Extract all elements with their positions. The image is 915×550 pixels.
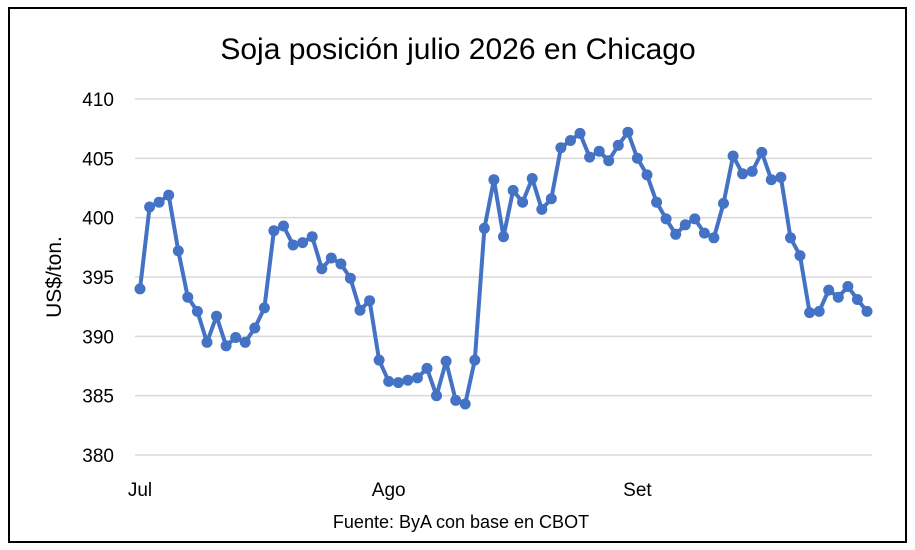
data-point — [239, 336, 251, 348]
data-point — [689, 213, 701, 225]
data-point — [249, 322, 261, 334]
data-point — [211, 310, 222, 322]
series-line — [138, 130, 869, 406]
data-point — [278, 220, 289, 232]
data-point — [727, 150, 739, 162]
data-point — [478, 222, 490, 234]
data-point — [823, 284, 835, 296]
data-point — [517, 196, 529, 208]
data-point — [182, 291, 194, 303]
data-point — [450, 394, 462, 406]
data-point — [373, 354, 385, 366]
data-point — [134, 283, 146, 295]
data-point — [220, 340, 232, 352]
data-point — [574, 127, 586, 139]
data-point — [306, 231, 318, 243]
data-point — [536, 203, 548, 215]
series-layer — [134, 126, 873, 410]
data-point — [526, 173, 538, 184]
data-point — [459, 398, 471, 410]
x-tick-label: Jul — [128, 480, 152, 501]
data-point — [775, 171, 787, 183]
y-tick-label: 385 — [82, 387, 114, 408]
data-point — [832, 291, 844, 303]
data-point — [383, 375, 395, 387]
data-point — [287, 239, 299, 251]
y-tick-label: 380 — [82, 446, 114, 467]
source-note: Fuente: ByA con base en CBOT — [333, 512, 589, 532]
x-axis-ticks: Jul Ago Set — [128, 480, 653, 501]
data-point — [842, 281, 854, 292]
data-point — [622, 126, 634, 138]
data-point — [794, 250, 806, 262]
data-point — [325, 252, 337, 264]
y-tick-label: 400 — [82, 209, 114, 230]
data-point — [641, 169, 653, 181]
data-point — [708, 232, 720, 244]
data-point — [344, 272, 356, 284]
data-point — [813, 305, 825, 317]
data-point — [488, 174, 500, 186]
y-axis-label: US$/ton. — [43, 236, 66, 318]
data-point — [364, 295, 376, 307]
data-point — [316, 263, 328, 275]
data-point — [431, 390, 442, 402]
data-point — [230, 332, 242, 343]
data-point — [670, 228, 682, 240]
x-tick-label: Ago — [372, 480, 406, 501]
data-point — [785, 232, 796, 244]
data-point — [163, 189, 175, 201]
data-point — [191, 305, 203, 317]
data-point — [660, 213, 672, 225]
y-tick-label: 410 — [82, 90, 114, 111]
data-point — [679, 219, 691, 231]
data-point — [737, 168, 749, 180]
data-point — [603, 155, 615, 167]
data-point — [861, 305, 873, 317]
data-point — [746, 165, 758, 177]
data-point — [593, 145, 605, 157]
y-tick-label: 405 — [82, 149, 114, 170]
data-point — [335, 258, 347, 270]
data-point — [469, 354, 481, 366]
data-point — [631, 152, 643, 164]
data-point — [268, 225, 280, 237]
data-point — [172, 245, 184, 257]
data-point — [411, 372, 423, 384]
data-point — [612, 139, 624, 151]
x-tick-label: Set — [623, 480, 652, 501]
data-point — [258, 302, 270, 314]
data-point — [421, 362, 433, 374]
data-point — [297, 237, 309, 249]
data-point — [851, 294, 863, 305]
data-point — [354, 304, 366, 316]
y-axis-ticks: 380 385 390 395 400 405 410 — [82, 90, 114, 467]
data-point — [545, 193, 557, 205]
y-tick-label: 390 — [82, 327, 114, 348]
data-point — [555, 142, 567, 154]
data-point — [651, 196, 663, 208]
data-point — [765, 174, 777, 186]
data-point — [698, 227, 710, 239]
chart-frame — [8, 7, 907, 543]
data-point — [507, 184, 519, 196]
data-point — [201, 336, 213, 348]
y-tick-label: 395 — [82, 268, 114, 289]
data-point — [565, 135, 576, 146]
data-point — [144, 201, 156, 213]
data-point — [804, 307, 816, 319]
data-point — [440, 355, 452, 367]
data-point — [718, 197, 729, 209]
data-point — [498, 231, 509, 243]
data-point — [756, 146, 768, 158]
gridlines — [135, 98, 872, 456]
data-point — [392, 377, 404, 389]
chart-title: Soja posición julio 2026 en Chicago — [220, 33, 695, 66]
data-point — [153, 196, 165, 208]
data-point — [402, 374, 414, 386]
data-point — [584, 151, 596, 163]
